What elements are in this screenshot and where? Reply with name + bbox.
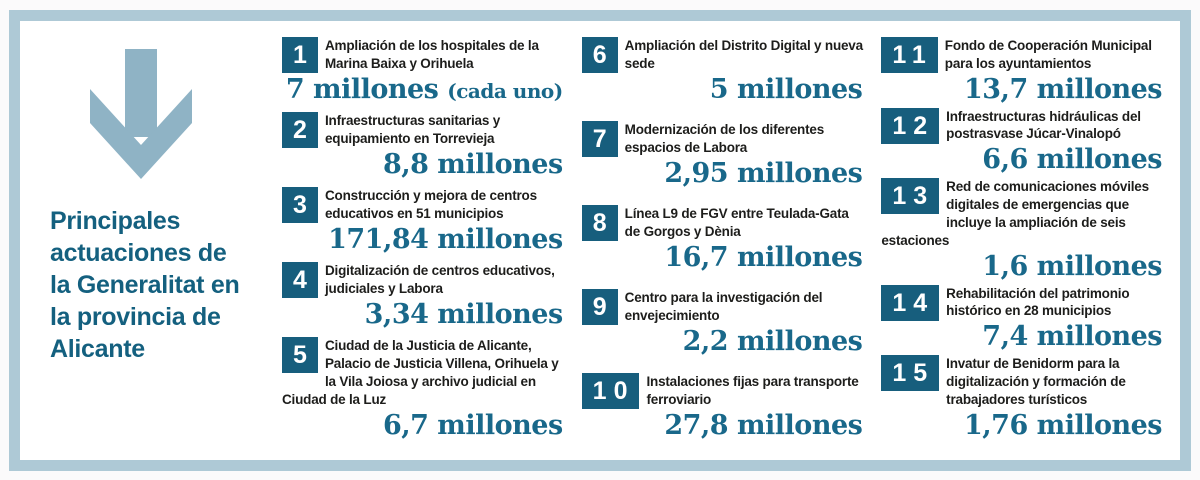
item-number-badge: 14 — [881, 284, 940, 321]
column-1: 1 Ampliación de los hospitales de la Mar… — [282, 35, 565, 446]
list-item-14: 14 Rehabilitación del patrimonio históri… — [881, 283, 1164, 352]
item-description: Red de comunicaciones móviles digitales … — [881, 179, 1149, 248]
item-description: Fondo de Cooperación Municipal para los … — [944, 38, 1152, 71]
down-arrow-icon — [90, 49, 192, 179]
item-number-badge: 1 — [282, 37, 318, 73]
item-description: Rehabilitación del patrimonio histórico … — [946, 285, 1130, 319]
item-amount: 5 millones — [709, 73, 863, 105]
item-amount: 7,4 millones — [982, 321, 1163, 353]
item-number-badge: 15 — [881, 355, 940, 392]
item-description: Invatur de Benidorm para la digitalizaci… — [946, 356, 1126, 407]
amount-value: 7 millones — [285, 73, 439, 105]
list-item-7: 7 Modernización de los diferentes espaci… — [581, 119, 865, 189]
item-description: Modernización de los diferentes espacios… — [624, 122, 825, 155]
item-number-badge: 4 — [282, 262, 318, 299]
item-amount: 13,7 millones — [963, 73, 1163, 105]
item-description: Digitalización de centros educativos, ju… — [325, 263, 555, 297]
item-description: Ciudad de la Justicia de Alicante, Palac… — [282, 338, 559, 407]
item-amount: 1,6 millones — [982, 250, 1163, 282]
item-description: Ampliación de los hospitales de la Marin… — [325, 38, 539, 71]
item-number-badge: 8 — [581, 205, 618, 241]
list-item-10: 10 Instalaciones fijas para transporte f… — [581, 371, 865, 441]
amount-suffix: (cada uno) — [447, 78, 563, 103]
item-description: Ampliación del Distrito Digital y nueva … — [624, 38, 863, 71]
title-panel: Principales actuaciones de la Generalita… — [50, 33, 262, 446]
item-amount: 2,2 millones — [682, 325, 863, 357]
item-amount: 1,76 millones — [963, 409, 1163, 441]
item-description: Infraestructuras sanitarias y equipamien… — [325, 113, 501, 146]
items-grid: 1 Ampliación de los hospitales de la Mar… — [282, 33, 1164, 446]
item-amount: 6,7 millones — [382, 409, 563, 441]
item-number-badge: 6 — [581, 37, 618, 73]
list-item-9: 9 Centro para la investigación del envej… — [581, 287, 865, 357]
list-item-4: 4 Digitalización de centros educativos, … — [282, 260, 565, 329]
infographic-frame: Principales actuaciones de la Generalita… — [9, 10, 1191, 471]
item-amount: 171,84 millones — [328, 223, 563, 255]
column-3: 11 Fondo de Cooperación Municipal para l… — [881, 35, 1164, 446]
item-amount: 6,6 millones — [982, 144, 1163, 176]
list-item-6: 6 Ampliación del Distrito Digital y nuev… — [581, 35, 865, 105]
item-number-badge: 12 — [881, 107, 940, 144]
item-amount: 27,8 millones — [664, 409, 863, 441]
item-number-badge: 7 — [581, 121, 618, 157]
list-item-5: 5 Ciudad de la Justicia de Alicante, Pal… — [282, 335, 565, 440]
list-item-13: 13 Red de comunicaciones móviles digital… — [881, 176, 1164, 281]
item-amount: 8,8 millones — [382, 148, 563, 180]
list-item-15: 15 Invatur de Benidorm para la digitaliz… — [881, 353, 1164, 440]
item-number-badge: 9 — [581, 289, 618, 325]
item-description: Centro para la investigación del envejec… — [624, 290, 823, 323]
item-amount: 3,34 millones — [364, 298, 564, 330]
item-amount: 16,7 millones — [664, 241, 863, 273]
item-description: Instalaciones fijas para transporte ferr… — [646, 374, 859, 407]
item-number-badge: 5 — [282, 337, 318, 374]
item-number-badge: 10 — [581, 373, 640, 409]
item-amount: 7 millones (cada uno) — [282, 73, 565, 105]
list-item-2: 2 Infraestructuras sanitarias y equipami… — [282, 110, 565, 179]
item-number-badge: 11 — [881, 37, 938, 73]
column-2: 6 Ampliación del Distrito Digital y nuev… — [581, 35, 865, 446]
item-amount: 2,95 millones — [664, 157, 863, 189]
list-item-3: 3 Construcción y mejora de centros educa… — [282, 185, 565, 254]
item-number-badge: 2 — [282, 112, 318, 149]
list-item-1: 1 Ampliación de los hospitales de la Mar… — [282, 35, 565, 104]
list-item-8: 8 Línea L9 de FGV entre Teulada-Gata de … — [581, 203, 865, 273]
list-item-12: 12 Infraestructuras hidráulicas del post… — [881, 106, 1164, 175]
item-number-badge: 13 — [881, 178, 940, 215]
item-number-badge: 3 — [282, 187, 318, 224]
item-description: Línea L9 de FGV entre Teulada-Gata de Go… — [624, 206, 849, 239]
page-title: Principales actuaciones de la Generalita… — [50, 207, 240, 363]
infographic-content: Principales actuaciones de la Generalita… — [20, 21, 1180, 460]
item-description: Infraestructuras hidráulicas del postras… — [946, 108, 1141, 142]
item-description: Construcción y mejora de centros educati… — [325, 188, 537, 221]
list-item-11: 11 Fondo de Cooperación Municipal para l… — [881, 35, 1164, 104]
